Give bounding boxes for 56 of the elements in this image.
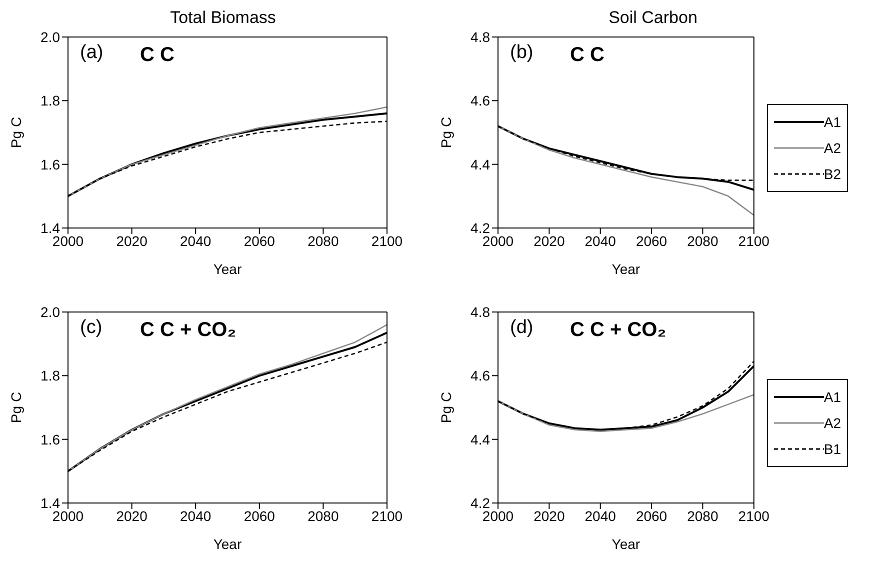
- y-tick-label: 4.8: [470, 28, 490, 45]
- x-tick-label: 2040: [584, 232, 616, 249]
- annotation: (d): [510, 317, 534, 339]
- x-axis-title: Year: [612, 261, 640, 277]
- y-tick-label: 4.4: [470, 431, 490, 448]
- x-axis-title: Year: [612, 536, 640, 552]
- x-tick-label: 2060: [244, 508, 276, 524]
- legend-label: A1: [824, 389, 841, 405]
- x-tick-label: 2060: [244, 232, 276, 249]
- chart-title: Total Biomass: [169, 8, 277, 28]
- annotation: (a): [80, 42, 104, 64]
- x-tick-label: 2020: [116, 508, 148, 524]
- y-axis-title: Pg C: [8, 392, 24, 424]
- x-tick-label: 2080: [687, 508, 718, 524]
- y-tick-label: 4.4: [470, 156, 490, 172]
- x-tick-label: 2100: [371, 508, 403, 524]
- y-tick-label: 1.6: [40, 431, 60, 448]
- y-axis-title: Pg C: [8, 116, 24, 148]
- x-tick-label: 2040: [180, 232, 212, 249]
- annotation: (c): [80, 317, 102, 339]
- legend-label: A1: [824, 114, 841, 130]
- x-tick-label: 2100: [371, 232, 403, 249]
- y-tick-label: 2.0: [40, 304, 60, 320]
- annotation: C C: [570, 44, 604, 67]
- y-axis-title: Pg C: [438, 392, 454, 424]
- x-tick-label: 2080: [308, 508, 339, 524]
- legend-label: B1: [824, 441, 841, 457]
- x-tick-label: 2020: [116, 232, 148, 249]
- y-tick-label: 1.8: [40, 368, 60, 384]
- x-tick-label: 2040: [180, 508, 212, 524]
- x-tick-label: 2100: [738, 508, 770, 524]
- annotation: (b): [510, 42, 534, 64]
- x-tick-label: 2060: [636, 508, 668, 524]
- x-axis-title: Year: [213, 536, 242, 552]
- x-tick-label: 2020: [534, 232, 565, 249]
- y-tick-label: 1.8: [40, 92, 60, 109]
- annotation: C C + CO₂: [140, 319, 236, 342]
- legend-label: A2: [824, 415, 841, 431]
- chart-title: Soil Carbon: [608, 8, 698, 28]
- y-tick-label: 2.0: [40, 28, 60, 45]
- x-tick-label: 2040: [584, 508, 616, 524]
- y-tick-label: 1.6: [40, 156, 60, 172]
- x-tick-label: 2020: [534, 508, 565, 524]
- y-tick-label: 4.6: [470, 92, 490, 109]
- x-tick-label: 2060: [636, 232, 668, 249]
- x-tick-label: 2080: [308, 232, 339, 249]
- annotation: C C: [140, 44, 174, 67]
- annotation: C C + CO₂: [570, 319, 666, 342]
- legend-label: A2: [824, 140, 841, 156]
- y-tick-label: 4.8: [470, 304, 490, 320]
- legend-label: B2: [824, 166, 841, 182]
- x-axis-title: Year: [213, 261, 242, 277]
- x-tick-label: 2100: [738, 232, 770, 249]
- y-axis-title: Pg C: [438, 116, 454, 148]
- x-tick-label: 2080: [687, 232, 718, 249]
- y-tick-label: 4.6: [470, 368, 490, 384]
